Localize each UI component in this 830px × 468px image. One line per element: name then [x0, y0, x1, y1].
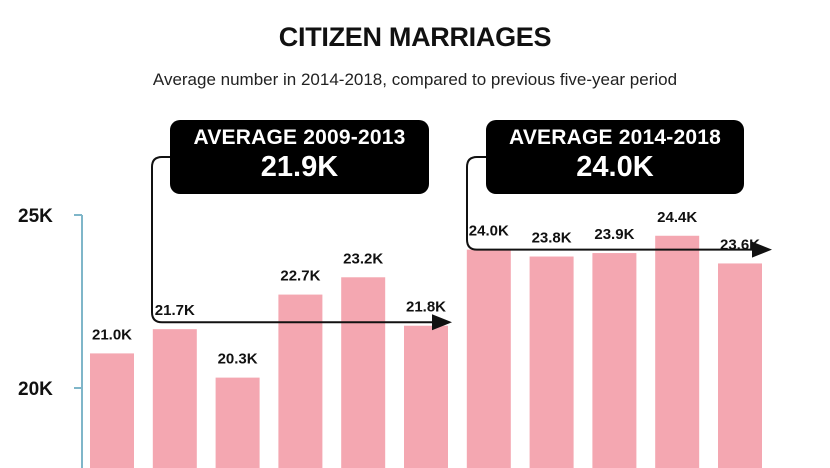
y-tick-label-1: 20K	[18, 379, 53, 400]
average-arrows	[151, 156, 772, 331]
bars	[90, 235, 762, 468]
bar-7	[529, 256, 574, 468]
value-label-1: 21.7K	[155, 302, 195, 319]
average-arrowhead-1	[752, 241, 772, 258]
value-label-9: 24.4K	[657, 209, 697, 226]
bar-6	[466, 249, 511, 468]
bar-10	[718, 263, 762, 468]
chart-subtitle: Average number in 2014-2018, compared to…	[152, 70, 678, 89]
value-label-7: 23.8K	[532, 230, 572, 247]
bar-2	[215, 377, 260, 468]
value-label-8: 23.9K	[594, 226, 634, 243]
value-label-6: 24.0K	[469, 223, 509, 240]
bar-5	[404, 325, 448, 468]
value-label-2: 20.3K	[218, 351, 258, 368]
y-tick-label-0: 25K	[18, 206, 53, 227]
bar-8	[592, 253, 637, 468]
value-label-0: 21.0K	[92, 326, 132, 343]
bar-9	[655, 235, 700, 468]
value-label-5: 21.8K	[406, 299, 446, 316]
average-arrowhead-0	[432, 314, 452, 331]
y-axis: 25K 20K	[18, 206, 83, 468]
average-arrow-1	[466, 156, 758, 251]
average-callout-2009-2013: AVERAGE 2009-2013 21.9K	[170, 120, 429, 194]
bar-4	[341, 277, 386, 468]
average-arrow-0	[151, 156, 438, 324]
average-callout-value: 21.9K	[260, 151, 339, 183]
bar-0	[90, 353, 134, 468]
average-callout-label: AVERAGE 2014-2018	[509, 126, 721, 149]
chart-title: CITIZEN MARRIAGES	[278, 22, 552, 52]
value-label-4: 23.2K	[343, 250, 383, 267]
bar-3	[278, 294, 323, 468]
average-callout-value: 24.0K	[576, 151, 654, 183]
value-label-3: 22.7K	[280, 268, 320, 285]
average-callout-label: AVERAGE 2009-2013	[193, 126, 406, 149]
average-callout-2014-2018: AVERAGE 2014-2018 24.0K	[486, 120, 744, 194]
bar-1	[152, 329, 197, 468]
